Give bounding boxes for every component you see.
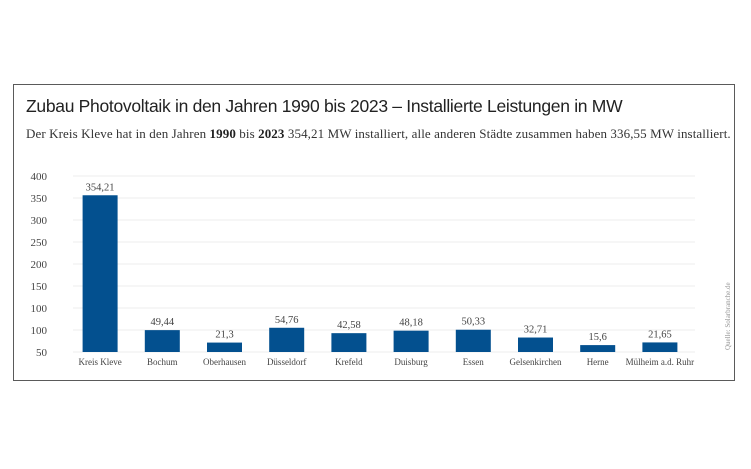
category-label: Duisburg <box>394 357 428 367</box>
category-label: Mülheim a.d. Ruhr <box>626 357 695 367</box>
y-tick-label: 350 <box>31 193 48 205</box>
data-label: 48,18 <box>399 318 423 329</box>
category-label: Bochum <box>147 357 178 367</box>
data-label: 42,58 <box>337 320 361 331</box>
data-label: 50,33 <box>461 317 485 328</box>
subtitle-part3: 354,21 MW installiert, alle anderen Städ… <box>284 126 731 141</box>
data-label: 354,21 <box>86 182 115 193</box>
category-label: Düsseldorf <box>267 357 307 367</box>
data-label: 32,71 <box>524 325 548 336</box>
y-tick-label: 200 <box>31 259 48 271</box>
bar-2 <box>207 342 242 352</box>
chart-frame <box>13 84 735 381</box>
subtitle-year-start: 1990 <box>209 126 236 141</box>
category-label: Herne <box>587 357 609 367</box>
bar-5 <box>393 330 429 352</box>
y-tick-label: 150 <box>31 281 48 293</box>
bar-9 <box>642 342 678 352</box>
category-label: Kreis Kleve <box>78 357 121 367</box>
subtitle-part2: bis <box>235 126 259 141</box>
subtitle-part1: Der Kreis Kleve hat in den Jahren <box>26 126 210 141</box>
category-labels: Kreis Kleve Bochum Oberhausen Düsseldorf Kre… <box>78 357 694 367</box>
y-tick-label: 100 <box>31 325 48 337</box>
y-tick-label: 400 <box>31 171 48 183</box>
chart-title: Zubau Photovoltaik in den Jahren 1990 bi… <box>26 96 623 116</box>
bar-0 <box>82 195 118 352</box>
category-label: Krefeld <box>335 357 363 367</box>
gridlines <box>73 175 695 353</box>
y-tick-label: 250 <box>31 237 48 249</box>
data-label: 15,6 <box>589 332 607 343</box>
subtitle-year-end: 2023 <box>258 126 285 141</box>
y-axis-ticks: 50 100 100 150 200 250 300 350 400 <box>31 171 48 359</box>
data-label: 49,44 <box>150 317 174 328</box>
bar-4 <box>331 333 367 352</box>
bar-1 <box>144 330 180 352</box>
data-label: 21,3 <box>215 330 233 341</box>
bar-6 <box>455 329 491 352</box>
bar-3 <box>269 327 305 352</box>
category-label: Gelsenkirchen <box>510 357 562 367</box>
bar-7 <box>518 337 553 352</box>
source-note: Quelle: Solarbranche.de <box>724 282 732 350</box>
data-labels: 354,21 49,44 21,3 54,76 42,58 48,18 50,33 32,71… <box>86 182 672 343</box>
category-label: Oberhausen <box>203 357 246 367</box>
bars <box>82 195 678 352</box>
data-label: 21,65 <box>648 329 672 340</box>
y-tick-label: 50 <box>36 347 48 359</box>
category-label: Essen <box>463 357 484 367</box>
y-tick-label: 100 <box>31 303 48 315</box>
y-tick-label: 300 <box>31 215 48 227</box>
bar-8 <box>580 345 616 352</box>
data-label: 54,76 <box>275 315 299 326</box>
chart-subtitle: Der Kreis Kleve hat in den Jahren 1990 b… <box>26 126 731 142</box>
